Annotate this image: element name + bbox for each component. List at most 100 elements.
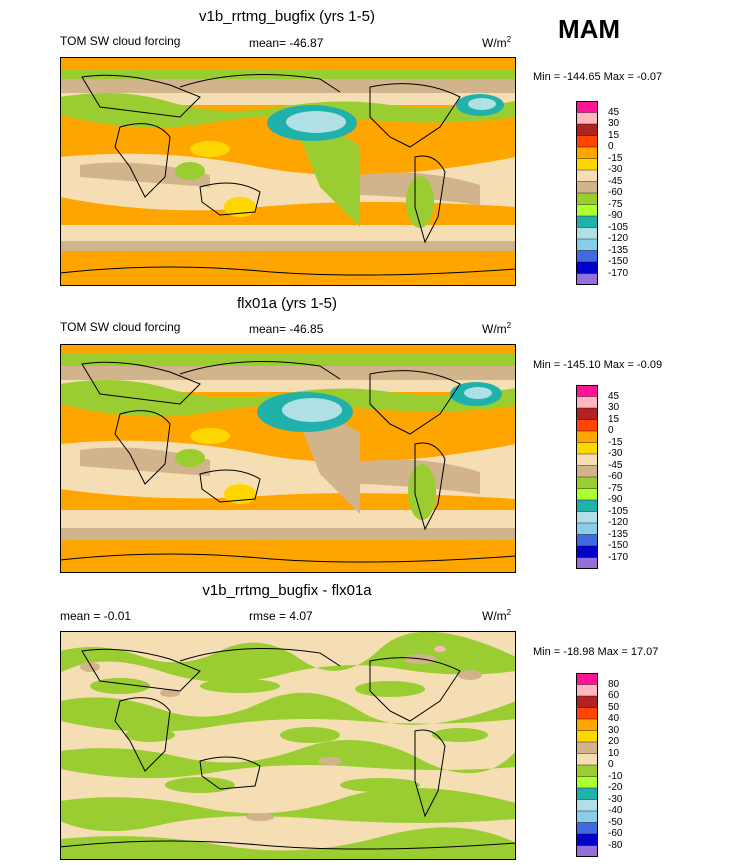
panel2-variable-label: TOM SW cloud forcing	[60, 320, 181, 334]
colorbar-swatch	[575, 764, 599, 778]
colorbar-swatch	[575, 158, 599, 171]
colorbar-tick-label: 45	[608, 390, 620, 402]
colorbar-tick-label: 20	[608, 736, 620, 747]
colorbar-tick-label: -75	[608, 198, 623, 210]
colorbar-swatch	[575, 695, 599, 709]
colorbar-tick-label: -60	[608, 471, 623, 482]
colorbar-swatch	[575, 135, 599, 148]
colorbar-tick-label: -60	[608, 828, 623, 839]
colorbar-swatch	[575, 384, 599, 398]
colorbar-tick-label: 80	[608, 678, 620, 690]
colorbar-swatch	[575, 123, 599, 137]
colorbar-swatch	[575, 215, 599, 229]
colorbar-tick-label: 10	[608, 747, 620, 759]
colorbar-swatch	[575, 146, 599, 160]
colorbar-tick-label: -90	[608, 210, 623, 221]
panel3-rmse-stat: rmse = 4.07	[249, 609, 313, 623]
colorbar-tick-label: -40	[608, 805, 623, 816]
colorbar-tick-label: -90	[608, 494, 623, 505]
panel2-mean-stat: mean= -46.85	[249, 322, 324, 336]
colorbar-tick-label: -15	[608, 436, 623, 448]
panel2-colorbar: 45 30 15 0 -15 -30 -45 -60 -75 -90 -105 -120 -135 -15…	[575, 384, 628, 574]
colorbar-swatch	[575, 707, 599, 720]
panel1-colorbar: 45 30 15 0 -15 -30 -45 -60 -75 -90 -105 -120 -135 -15…	[575, 100, 628, 290]
colorbar-tick-label: -135	[608, 244, 629, 256]
colorbar-tick-label: -30	[608, 164, 623, 175]
colorbar-swatch	[575, 557, 599, 570]
colorbar-tick-label: -30	[608, 448, 623, 459]
colorbar-tick-label: 0	[608, 759, 614, 770]
panel2-units: W/m2	[482, 321, 512, 336]
colorbar-tick-label: -10	[608, 770, 623, 782]
colorbar-tick-label: 30	[608, 724, 620, 736]
colorbar-swatch	[575, 453, 599, 467]
panel1-units: W/m2	[482, 35, 512, 50]
colorbar-tick-label: -120	[608, 233, 629, 244]
panel3-min-max: Min = -18.98 Max = 17.07	[533, 646, 659, 658]
colorbar-tick-label: -15	[608, 152, 623, 164]
colorbar-tick-label: -105	[608, 221, 629, 233]
colorbar-tick-label: 50	[608, 701, 620, 713]
colorbar-tick-label: -45	[608, 459, 623, 471]
colorbar-tick-label: 40	[608, 713, 620, 724]
colorbar-tick-label: 30	[608, 118, 620, 129]
colorbar-swatch	[575, 810, 599, 824]
colorbar-swatch	[575, 488, 599, 501]
colorbar-swatch	[575, 522, 599, 536]
colorbar-swatch	[575, 192, 599, 206]
colorbar-swatch	[575, 833, 599, 847]
panel3-colorbar-swatches	[575, 672, 599, 858]
colorbar-swatch	[575, 822, 599, 835]
colorbar-tick-label: -150	[608, 256, 629, 267]
colorbar-swatch	[575, 465, 599, 478]
colorbar-swatch	[575, 112, 599, 125]
panel1-variable-label: TOM SW cloud forcing	[60, 34, 181, 48]
colorbar-tick-label: -170	[608, 267, 629, 279]
colorbar-tick-label: -45	[608, 175, 623, 187]
colorbar-tick-label: -120	[608, 517, 629, 528]
panel3-title: v1b_rrtmg_bugfix - flx01a	[202, 582, 372, 599]
panel2-colorbar-swatches	[575, 384, 599, 570]
colorbar-swatch	[575, 250, 599, 263]
panel1-min-max: Min = -144.65 Max = -0.07	[533, 71, 663, 83]
colorbar-swatch	[575, 227, 599, 240]
panel3-mean-stat: mean = -0.01	[60, 609, 132, 623]
colorbar-tick-label: 15	[608, 413, 620, 425]
colorbar-tick-label: -80	[608, 839, 623, 851]
colorbar-swatch	[575, 753, 599, 766]
colorbar-swatch	[575, 100, 599, 114]
colorbar-tick-label: -135	[608, 528, 629, 540]
colorbar-tick-label: -60	[608, 187, 623, 198]
colorbar-swatch	[575, 845, 599, 858]
panel1-map	[60, 57, 516, 286]
colorbar-tick-label: 15	[608, 129, 620, 141]
panel2-title: flx01a (yrs 1-5)	[236, 295, 338, 312]
colorbar-swatch	[575, 476, 599, 490]
colorbar-swatch	[575, 204, 599, 217]
panel3-map	[60, 631, 516, 860]
colorbar-tick-label: -105	[608, 505, 629, 517]
season-label: MAM	[558, 14, 621, 44]
colorbar-swatch	[575, 718, 599, 732]
colorbar-tick-label: -30	[608, 793, 623, 805]
colorbar-tick-label: 45	[608, 106, 620, 118]
colorbar-tick-label: -150	[608, 540, 629, 551]
colorbar-tick-label: -75	[608, 482, 623, 494]
colorbar-swatch	[575, 741, 599, 755]
colorbar-swatch	[575, 534, 599, 547]
panel2-min-max: Min = -145.10 Max = -0.09	[533, 359, 663, 371]
panel1-colorbar-swatches	[575, 100, 599, 286]
colorbar-swatch	[575, 730, 599, 743]
colorbar-swatch	[575, 238, 599, 252]
colorbar-swatch	[575, 511, 599, 524]
colorbar-tick-label: -20	[608, 782, 623, 793]
colorbar-swatch	[575, 499, 599, 513]
colorbar-swatch	[575, 684, 599, 697]
colorbar-swatch	[575, 169, 599, 183]
colorbar-tick-label: 0	[608, 141, 614, 152]
colorbar-swatch	[575, 419, 599, 432]
colorbar-tick-label: 30	[608, 402, 620, 413]
colorbar-tick-label: 0	[608, 425, 614, 436]
colorbar-swatch	[575, 396, 599, 409]
colorbar-swatch	[575, 273, 599, 286]
